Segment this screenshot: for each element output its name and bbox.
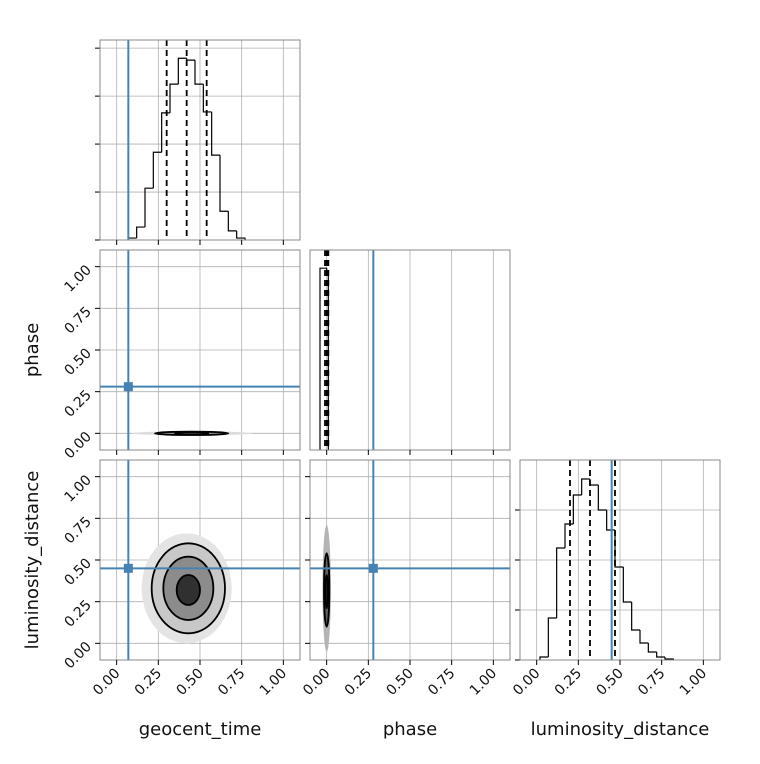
y-tick-label: 1.00 — [61, 262, 94, 295]
x-tick-label: 0.00 — [300, 666, 333, 699]
x-axis-label: geocent_time — [139, 719, 262, 740]
density-contour — [324, 574, 329, 610]
x-tick-label: 0.50 — [383, 666, 416, 699]
histogram-bin — [169, 83, 179, 113]
x-tick-label: 1.00 — [467, 666, 500, 699]
pair-panel — [100, 460, 300, 660]
histogram-bin — [136, 226, 145, 239]
x-tick-label: 1.00 — [257, 666, 290, 699]
histogram-bin — [539, 656, 549, 660]
histogram-bin — [647, 643, 657, 653]
histogram-bin — [556, 547, 565, 618]
histogram-bin — [177, 57, 187, 85]
x-tick-label: 0.25 — [552, 666, 585, 699]
histogram-panel — [319, 250, 494, 450]
histogram-panel — [520, 460, 720, 660]
histogram-bin — [202, 84, 212, 113]
histogram-bin — [152, 151, 162, 189]
x-tick-label: 1.00 — [677, 666, 710, 699]
x-tick-label: 0.75 — [425, 666, 458, 699]
truth-marker — [368, 563, 378, 573]
truth-marker — [123, 382, 133, 392]
x-tick-label: 0.25 — [132, 666, 165, 699]
histogram-bin — [614, 530, 624, 568]
y-tick-label: 0.75 — [61, 514, 94, 547]
y-tick-label: 0.00 — [61, 429, 94, 462]
density-contour — [175, 574, 201, 606]
x-tick-label: 0.75 — [635, 666, 668, 699]
histogram-bin — [186, 58, 195, 61]
y-tick-label: 0.50 — [61, 556, 94, 589]
truth-marker — [123, 563, 133, 573]
histogram-bin — [236, 230, 246, 240]
histogram-bin — [581, 478, 590, 495]
histogram-panel — [100, 40, 300, 240]
histogram-bin — [144, 187, 154, 228]
histogram-bin — [219, 155, 229, 212]
y-tick-label: 0.25 — [61, 387, 94, 420]
density-contour — [174, 431, 210, 436]
y-axis-label: phase — [22, 323, 43, 377]
x-tick-label: 0.50 — [173, 666, 206, 699]
pair-panel — [100, 250, 300, 450]
y-tick-label: 1.00 — [61, 472, 94, 505]
histogram-bin — [572, 494, 582, 524]
histogram-bin — [211, 111, 220, 156]
y-tick-label: 0.75 — [61, 304, 94, 337]
y-tick-label: 0.00 — [61, 639, 94, 672]
histogram-bin — [227, 211, 237, 232]
histogram-bin — [589, 479, 599, 486]
pair-panel — [310, 460, 510, 660]
x-axis-label: phase — [383, 719, 437, 740]
y-tick-label: 0.25 — [61, 597, 94, 630]
histogram-bin — [597, 485, 607, 511]
histogram-bin — [656, 652, 665, 658]
histogram-bin — [639, 630, 649, 644]
histogram-bin — [547, 617, 557, 657]
x-tick-label: 0.00 — [510, 666, 543, 699]
histogram-bin — [194, 60, 204, 85]
histogram-bin — [319, 267, 327, 450]
x-tick-label: 0.50 — [593, 666, 626, 699]
x-tick-label: 0.00 — [90, 666, 123, 699]
histogram-bin — [622, 567, 632, 603]
x-tick-label: 0.25 — [342, 666, 375, 699]
y-axis-label: luminosity_distance — [22, 471, 43, 650]
x-tick-label: 0.75 — [215, 666, 248, 699]
y-tick-label: 0.50 — [61, 346, 94, 379]
histogram-bin — [631, 602, 640, 631]
x-axis-label: luminosity_distance — [531, 719, 710, 740]
